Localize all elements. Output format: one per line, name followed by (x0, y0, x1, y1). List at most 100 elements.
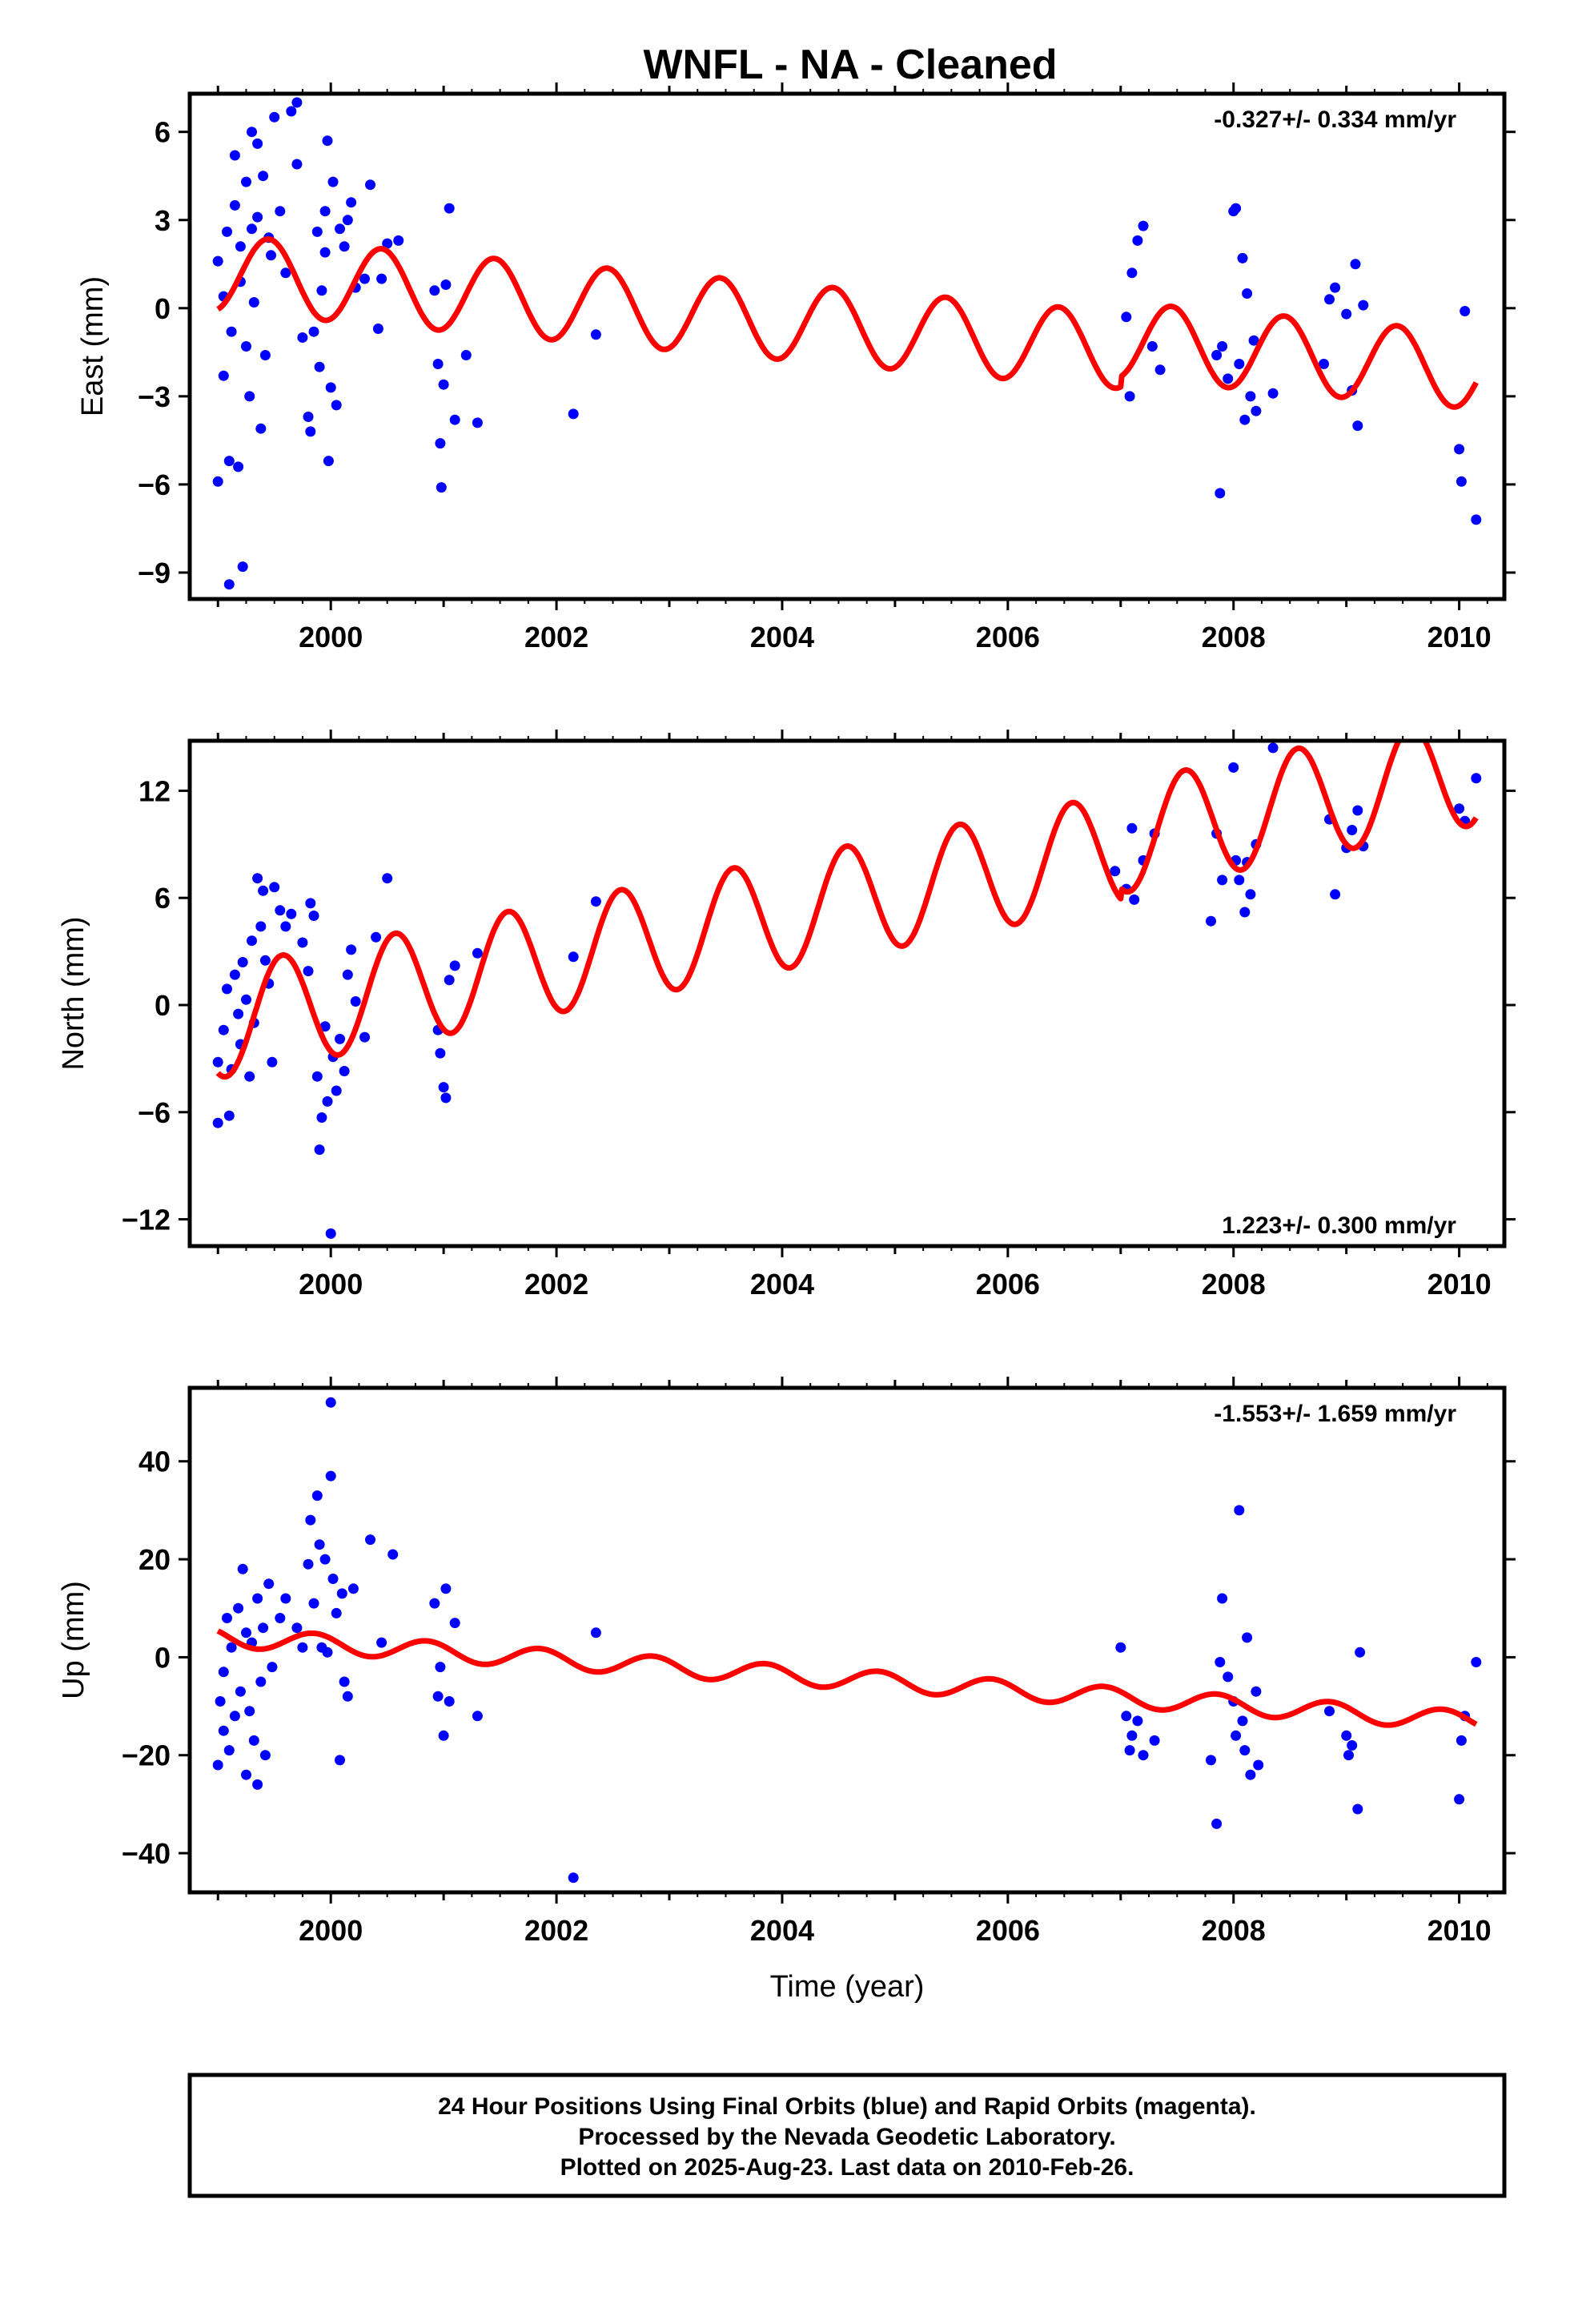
data-point (223, 456, 235, 467)
data-point (252, 211, 263, 223)
data-point (280, 921, 291, 932)
data-point (297, 332, 308, 343)
data-point (1460, 306, 1471, 316)
data-point (1206, 1755, 1216, 1766)
data-point (1231, 203, 1242, 214)
data-point (1352, 805, 1363, 816)
data-point (359, 273, 370, 284)
x-tick-label: 2000 (299, 621, 363, 653)
data-point (291, 1622, 303, 1634)
data-point (1223, 1671, 1234, 1683)
data-point (1454, 803, 1465, 814)
data-point (327, 176, 339, 187)
data-point (212, 1117, 223, 1128)
data-point (472, 1711, 483, 1722)
data-point (1132, 1715, 1143, 1727)
data-point (259, 350, 271, 360)
data-point (568, 951, 579, 963)
y-axis-label: North (mm) (57, 916, 90, 1070)
data-point (263, 1578, 275, 1590)
x-tick-label: 2010 (1427, 1268, 1492, 1301)
data-point (286, 106, 297, 117)
data-point (275, 1613, 286, 1623)
data-point (222, 983, 232, 995)
data-point (244, 1706, 255, 1717)
y-tick-label: 20 (139, 1543, 171, 1576)
data-point (429, 285, 440, 296)
y-tick-label: −3 (138, 380, 171, 413)
data-point (1245, 1769, 1256, 1780)
data-point (308, 326, 319, 337)
data-point (436, 482, 447, 493)
data-point (212, 255, 223, 267)
data-point (1217, 875, 1228, 886)
data-point (1237, 252, 1248, 263)
data-point (305, 426, 316, 437)
x-tick-label: 2008 (1202, 1268, 1266, 1301)
data-point (291, 159, 303, 170)
caption-box: 24 Hour Positions Using Final Orbits (bl… (187, 2073, 1507, 2198)
data-point (226, 1642, 237, 1653)
data-point (222, 1613, 232, 1623)
data-point (241, 994, 251, 1005)
data-point (311, 1071, 323, 1082)
up-panel: 2000 2002 2004 2006 2008 2010 40 20 0 −20 −40 Up (m… (57, 1377, 1516, 2004)
data-point (339, 1066, 350, 1076)
y-axis-label: Up (mm) (57, 1581, 90, 1699)
data-point (590, 1627, 601, 1638)
data-point (1234, 1505, 1245, 1516)
data-point (248, 297, 259, 308)
data-point (275, 905, 286, 916)
data-point (435, 1047, 446, 1059)
plot-frame (187, 1385, 1507, 1895)
data-point (1343, 1750, 1354, 1761)
data-point (472, 417, 483, 428)
data-point (1237, 1715, 1248, 1727)
x-tick-label: 2002 (524, 621, 588, 653)
y-tick-label: −20 (122, 1739, 171, 1772)
data-point (347, 1583, 359, 1594)
data-point (322, 1096, 333, 1107)
data-point (1234, 875, 1245, 886)
y-tick-label: 6 (155, 882, 171, 915)
caption-line-2: Processed by the Nevada Geodetic Laborat… (578, 2124, 1115, 2150)
data-point (432, 1691, 444, 1702)
data-point (1138, 1750, 1149, 1761)
y-tick-label: −40 (122, 1837, 171, 1870)
data-point (1126, 267, 1138, 279)
plot-area (212, 741, 1482, 1239)
data-point (449, 960, 460, 971)
data-point (1239, 907, 1251, 918)
data-point (1251, 1686, 1262, 1697)
data-point (269, 882, 280, 893)
data-point (291, 97, 303, 108)
y-tick-label: 12 (139, 774, 171, 807)
x-tick-label: 2006 (976, 621, 1040, 653)
data-point (247, 127, 257, 138)
data-point (372, 324, 383, 334)
data-point (252, 138, 263, 149)
data-point (311, 226, 323, 237)
data-point (319, 1554, 331, 1565)
data-point (314, 1539, 325, 1550)
data-point (1456, 1735, 1467, 1746)
data-point (1231, 1730, 1242, 1741)
data-point (319, 206, 331, 217)
fit-line (215, 741, 1479, 1080)
fit-line (216, 1628, 1478, 1728)
data-point (255, 423, 267, 434)
data-point (444, 1696, 455, 1707)
data-point (275, 206, 286, 217)
data-point (325, 382, 336, 393)
data-point (346, 197, 357, 208)
data-point (331, 1607, 342, 1618)
data-point (331, 400, 342, 411)
data-point (229, 199, 240, 211)
data-point (1347, 825, 1358, 835)
data-point (1245, 391, 1256, 402)
data-point (440, 279, 452, 290)
data-point (241, 176, 251, 187)
data-point (229, 969, 240, 980)
y-tick-label: −6 (138, 1096, 171, 1129)
x-tick-label: 2002 (524, 1914, 588, 1947)
